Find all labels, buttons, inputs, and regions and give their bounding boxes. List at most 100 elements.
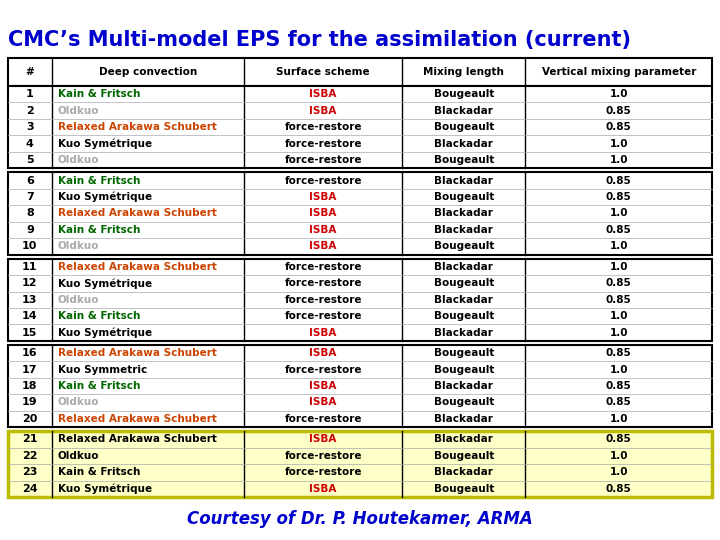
Text: 1.0: 1.0 bbox=[609, 139, 628, 148]
Text: 0.85: 0.85 bbox=[606, 381, 631, 391]
Text: Oldkuo: Oldkuo bbox=[58, 241, 99, 251]
Text: 0.85: 0.85 bbox=[606, 192, 631, 202]
Text: 24: 24 bbox=[22, 484, 37, 494]
Text: #: # bbox=[25, 67, 34, 77]
Text: Kain & Fritsch: Kain & Fritsch bbox=[58, 225, 140, 235]
Text: Bougeault: Bougeault bbox=[433, 241, 494, 251]
Text: 15: 15 bbox=[22, 328, 37, 338]
Text: Relaxed Arakawa Schubert: Relaxed Arakawa Schubert bbox=[58, 348, 217, 358]
Text: 23: 23 bbox=[22, 467, 37, 477]
Text: Relaxed Arakawa Schubert: Relaxed Arakawa Schubert bbox=[58, 122, 217, 132]
Text: 20: 20 bbox=[22, 414, 37, 424]
Text: 1.0: 1.0 bbox=[609, 328, 628, 338]
Text: Blackadar: Blackadar bbox=[434, 467, 493, 477]
Text: 18: 18 bbox=[22, 381, 37, 391]
Text: Bougeault: Bougeault bbox=[433, 348, 494, 358]
Text: Bougeault: Bougeault bbox=[433, 311, 494, 321]
Text: 1.0: 1.0 bbox=[609, 414, 628, 424]
Text: ISBA: ISBA bbox=[310, 434, 337, 444]
Text: Oldkuo: Oldkuo bbox=[58, 451, 99, 461]
Text: 22: 22 bbox=[22, 451, 37, 461]
Text: force-restore: force-restore bbox=[284, 451, 361, 461]
Text: 0.85: 0.85 bbox=[606, 295, 631, 305]
Text: ISBA: ISBA bbox=[310, 484, 337, 494]
Text: Bougeault: Bougeault bbox=[433, 122, 494, 132]
Text: Kain & Fritsch: Kain & Fritsch bbox=[58, 176, 140, 186]
Text: 16: 16 bbox=[22, 348, 37, 358]
Text: 13: 13 bbox=[22, 295, 37, 305]
Text: 19: 19 bbox=[22, 397, 37, 408]
Text: 11: 11 bbox=[22, 262, 37, 272]
Text: Oldkuo: Oldkuo bbox=[58, 295, 99, 305]
Text: 0.85: 0.85 bbox=[606, 397, 631, 408]
Text: 1.0: 1.0 bbox=[609, 262, 628, 272]
Text: 14: 14 bbox=[22, 311, 37, 321]
Text: 5: 5 bbox=[26, 155, 34, 165]
Text: ISBA: ISBA bbox=[310, 106, 337, 116]
Text: 17: 17 bbox=[22, 364, 37, 375]
Bar bbox=[8, 345, 712, 427]
Text: Courtesy of Dr. P. Houtekamer, ARMA: Courtesy of Dr. P. Houtekamer, ARMA bbox=[187, 510, 533, 528]
Text: 3: 3 bbox=[26, 122, 34, 132]
Text: Relaxed Arakawa Schubert: Relaxed Arakawa Schubert bbox=[58, 434, 217, 444]
Text: Blackadar: Blackadar bbox=[434, 176, 493, 186]
Text: ISBA: ISBA bbox=[310, 348, 337, 358]
Text: force-restore: force-restore bbox=[284, 139, 361, 148]
Bar bbox=[8, 172, 712, 254]
Text: ISBA: ISBA bbox=[310, 89, 337, 99]
Text: ISBA: ISBA bbox=[310, 328, 337, 338]
Text: force-restore: force-restore bbox=[284, 155, 361, 165]
Text: 21: 21 bbox=[22, 434, 37, 444]
Bar bbox=[8, 58, 712, 86]
Text: 0.85: 0.85 bbox=[606, 176, 631, 186]
Text: Oldkuo: Oldkuo bbox=[58, 155, 99, 165]
Text: force-restore: force-restore bbox=[284, 262, 361, 272]
Text: 0.85: 0.85 bbox=[606, 348, 631, 358]
Text: 1.0: 1.0 bbox=[609, 241, 628, 251]
Text: Relaxed Arakawa Schubert: Relaxed Arakawa Schubert bbox=[58, 208, 217, 219]
Text: Surface scheme: Surface scheme bbox=[276, 67, 370, 77]
Text: 2: 2 bbox=[26, 106, 34, 116]
Text: Bougeault: Bougeault bbox=[433, 451, 494, 461]
Text: 6: 6 bbox=[26, 176, 34, 186]
Text: 0.85: 0.85 bbox=[606, 106, 631, 116]
Text: Deep convection: Deep convection bbox=[99, 67, 197, 77]
Text: ISBA: ISBA bbox=[310, 208, 337, 219]
Text: force-restore: force-restore bbox=[284, 176, 361, 186]
Text: Oldkuo: Oldkuo bbox=[58, 106, 99, 116]
Text: Relaxed Arakawa Schubert: Relaxed Arakawa Schubert bbox=[58, 262, 217, 272]
Text: Blackadar: Blackadar bbox=[434, 262, 493, 272]
Text: Bougeault: Bougeault bbox=[433, 484, 494, 494]
Text: force-restore: force-restore bbox=[284, 122, 361, 132]
Bar bbox=[8, 86, 712, 168]
Text: Bougeault: Bougeault bbox=[433, 364, 494, 375]
Text: Bougeault: Bougeault bbox=[433, 397, 494, 408]
Text: 0.85: 0.85 bbox=[606, 225, 631, 235]
Text: Bougeault: Bougeault bbox=[433, 192, 494, 202]
Text: Blackadar: Blackadar bbox=[434, 434, 493, 444]
Bar bbox=[8, 431, 712, 497]
Text: 7: 7 bbox=[26, 192, 34, 202]
Text: Blackadar: Blackadar bbox=[434, 381, 493, 391]
Text: Kuo Symétrique: Kuo Symétrique bbox=[58, 138, 152, 149]
Text: ISBA: ISBA bbox=[310, 225, 337, 235]
Text: 1.0: 1.0 bbox=[609, 451, 628, 461]
Text: Bougeault: Bougeault bbox=[433, 155, 494, 165]
Text: ISBA: ISBA bbox=[310, 381, 337, 391]
Text: Kain & Fritsch: Kain & Fritsch bbox=[58, 311, 140, 321]
Text: 8: 8 bbox=[26, 208, 34, 219]
Text: Kain & Fritsch: Kain & Fritsch bbox=[58, 381, 140, 391]
Text: Blackadar: Blackadar bbox=[434, 139, 493, 148]
Text: force-restore: force-restore bbox=[284, 467, 361, 477]
Text: 10: 10 bbox=[22, 241, 37, 251]
Text: Blackadar: Blackadar bbox=[434, 295, 493, 305]
Text: 9: 9 bbox=[26, 225, 34, 235]
Text: ISBA: ISBA bbox=[310, 241, 337, 251]
Text: ISBA: ISBA bbox=[310, 397, 337, 408]
Text: force-restore: force-restore bbox=[284, 414, 361, 424]
Text: Blackadar: Blackadar bbox=[434, 328, 493, 338]
Text: force-restore: force-restore bbox=[284, 364, 361, 375]
Text: force-restore: force-restore bbox=[284, 295, 361, 305]
Text: Oldkuo: Oldkuo bbox=[58, 397, 99, 408]
Text: Relaxed Arakawa Schubert: Relaxed Arakawa Schubert bbox=[58, 414, 217, 424]
